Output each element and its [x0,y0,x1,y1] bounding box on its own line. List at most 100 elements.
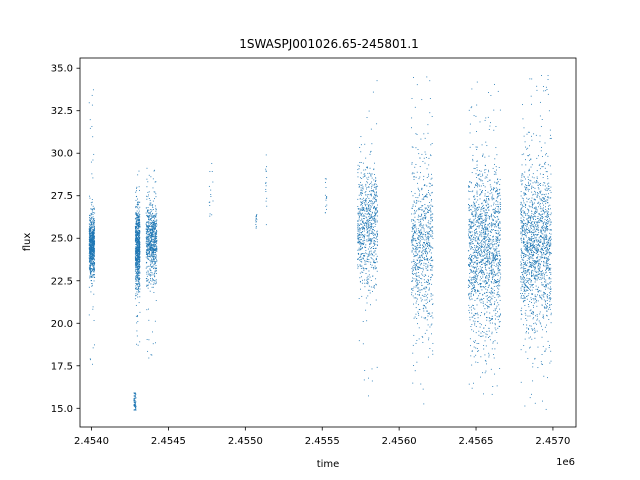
data-point [91,253,93,255]
data-point [148,219,149,221]
data-point [417,216,419,218]
data-point [92,245,94,247]
data-point [91,125,93,127]
data-point [360,255,362,257]
data-point [93,271,95,273]
data-point [493,188,495,189]
data-point [370,214,372,216]
data-point [135,267,137,269]
data-point [424,234,426,235]
data-point [411,241,413,243]
data-point [473,231,475,233]
data-point [137,232,139,233]
data-point [137,289,139,291]
data-point [499,208,501,210]
data-point [421,225,423,227]
data-point [153,233,155,235]
data-point [498,250,500,252]
data-point [475,272,477,274]
data-point [138,247,140,249]
data-point [428,226,430,228]
data-point [486,317,488,319]
data-point [421,188,423,190]
data-point [150,241,152,243]
data-point [137,265,139,267]
data-point [147,237,149,239]
data-point [369,220,371,222]
data-point [498,234,500,236]
data-point [155,231,157,233]
data-point [474,237,476,239]
data-point [488,246,490,248]
data-point [155,279,157,281]
data-point [416,272,418,274]
data-point [475,245,477,247]
data-point [482,259,484,261]
data-point [498,269,500,271]
data-point [490,303,492,305]
data-point [147,226,149,228]
data-point [374,250,376,252]
data-point [488,226,490,228]
data-point [488,274,490,276]
data-point [135,235,137,237]
data-point [484,186,486,188]
data-point [486,249,488,251]
data-point [139,226,141,228]
data-point [151,280,153,282]
data-point [150,248,152,250]
data-point [427,132,429,134]
data-point [413,297,415,299]
data-point [415,293,416,295]
data-point [138,302,140,304]
data-point [496,154,498,156]
data-point [138,266,140,268]
data-point [376,239,378,241]
data-point [497,273,499,275]
data-point [90,276,92,278]
data-point [367,289,369,291]
data-point [474,288,476,290]
data-point [361,208,363,210]
data-point [135,275,137,277]
data-point [90,250,91,252]
data-point [489,267,491,269]
data-point [367,208,369,210]
data-point [150,247,152,249]
data-point [147,258,149,260]
data-point [468,237,470,239]
data-point [472,271,473,273]
data-point [91,269,93,271]
data-point [376,185,377,187]
data-point [90,251,92,253]
data-point [431,323,433,325]
data-point [149,274,151,276]
data-point [138,238,140,240]
data-point [139,250,141,252]
data-point [492,235,494,237]
data-point [137,254,139,256]
data-point [364,192,366,194]
data-point [416,233,418,235]
data-point [148,235,150,237]
data-point [134,393,136,395]
data-point [482,254,484,256]
data-point [496,183,498,185]
data-point [146,228,148,230]
data-point [149,290,151,292]
data-point [93,226,95,228]
data-point [471,241,473,243]
data-point [154,249,156,251]
data-point [480,170,482,172]
data-point [93,245,95,247]
data-point [477,246,479,248]
data-point [478,243,480,245]
data-point [370,202,372,204]
data-point [488,317,490,319]
data-point [137,217,139,219]
data-cluster [265,154,268,226]
data-point [137,249,139,251]
data-point [138,230,140,231]
data-point [470,283,472,285]
data-point [359,281,361,283]
